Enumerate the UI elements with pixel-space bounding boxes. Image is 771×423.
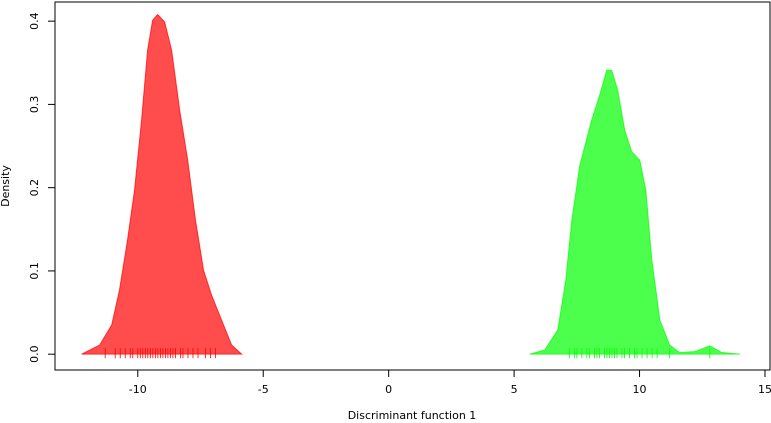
x-tick-label: -5 — [258, 383, 269, 396]
x-tick-label: -10 — [129, 383, 147, 396]
y-tick-label: 0.2 — [28, 179, 41, 197]
x-axis-label: Discriminant function 1 — [348, 409, 477, 422]
y-axis-label: Density — [0, 165, 12, 207]
density-area — [529, 69, 740, 355]
density-area — [81, 13, 243, 355]
y-tick-label: 0.3 — [28, 96, 41, 114]
x-tick-label: 0 — [385, 383, 392, 396]
x-tick-label: 15 — [758, 383, 771, 396]
y-tick-label: 0.1 — [28, 262, 41, 280]
x-tick-label: 10 — [633, 383, 647, 396]
x-tick-label: 5 — [511, 383, 518, 396]
plot-box — [54, 1, 771, 371]
y-tick-label: 0.4 — [28, 12, 41, 30]
y-tick-label: 0.0 — [28, 345, 41, 363]
